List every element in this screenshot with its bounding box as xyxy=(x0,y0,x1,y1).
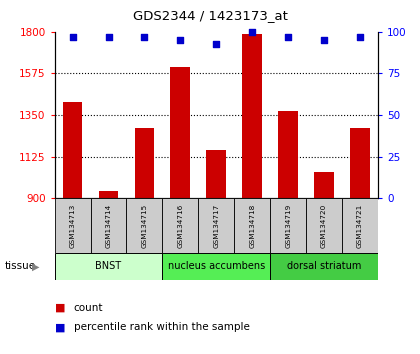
Bar xyxy=(350,128,370,198)
Text: ■: ■ xyxy=(55,322,65,332)
Bar xyxy=(55,253,163,280)
Text: GSM134721: GSM134721 xyxy=(357,204,363,248)
Text: GSM134718: GSM134718 xyxy=(249,204,255,248)
Point xyxy=(285,34,291,40)
Bar xyxy=(55,198,91,253)
Bar xyxy=(163,253,270,280)
Point xyxy=(141,34,148,40)
Point xyxy=(249,29,256,35)
Text: GSM134719: GSM134719 xyxy=(285,204,291,248)
Text: nucleus accumbens: nucleus accumbens xyxy=(168,261,265,272)
Text: GDS2344 / 1423173_at: GDS2344 / 1423173_at xyxy=(133,9,287,22)
Point xyxy=(177,37,184,43)
Point xyxy=(321,37,328,43)
Text: ■: ■ xyxy=(55,303,65,313)
Text: BNST: BNST xyxy=(95,261,121,272)
Text: count: count xyxy=(74,303,103,313)
Bar xyxy=(63,102,82,198)
Bar xyxy=(134,128,154,198)
Bar xyxy=(198,198,234,253)
Text: ▶: ▶ xyxy=(32,261,39,272)
Text: GSM134714: GSM134714 xyxy=(105,204,111,248)
Point xyxy=(69,34,76,40)
Bar xyxy=(163,198,198,253)
Bar xyxy=(270,253,378,280)
Text: GSM134717: GSM134717 xyxy=(213,204,219,248)
Point xyxy=(357,34,363,40)
Bar xyxy=(126,198,163,253)
Text: percentile rank within the sample: percentile rank within the sample xyxy=(74,322,249,332)
Bar xyxy=(99,191,118,198)
Bar xyxy=(270,198,306,253)
Bar xyxy=(314,172,334,198)
Bar xyxy=(242,34,262,198)
Bar xyxy=(342,198,378,253)
Point xyxy=(105,34,112,40)
Point xyxy=(213,41,220,46)
Bar xyxy=(278,112,298,198)
Bar xyxy=(234,198,270,253)
Text: GSM134715: GSM134715 xyxy=(142,204,147,248)
Bar xyxy=(171,67,190,198)
Text: GSM134713: GSM134713 xyxy=(70,204,76,248)
Bar xyxy=(206,150,226,198)
Text: GSM134716: GSM134716 xyxy=(177,204,184,248)
Bar xyxy=(306,198,342,253)
Bar xyxy=(91,198,126,253)
Text: GSM134720: GSM134720 xyxy=(321,204,327,248)
Text: tissue: tissue xyxy=(4,261,35,272)
Text: dorsal striatum: dorsal striatum xyxy=(287,261,361,272)
